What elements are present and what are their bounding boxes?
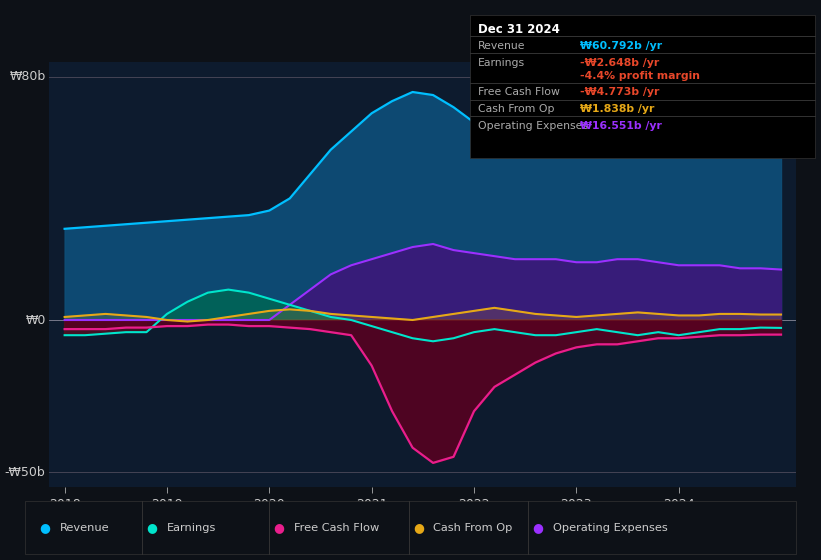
Text: Cash From Op: Cash From Op — [433, 523, 513, 533]
Text: -₩2.648b /yr: -₩2.648b /yr — [580, 58, 660, 68]
Text: ₩80b: ₩80b — [9, 71, 45, 83]
Text: Operating Expenses: Operating Expenses — [553, 523, 667, 533]
Text: ●: ● — [532, 521, 544, 534]
Text: ₩1.838b /yr: ₩1.838b /yr — [580, 104, 655, 114]
Text: ●: ● — [273, 521, 285, 534]
Text: Revenue: Revenue — [478, 41, 525, 51]
Text: Operating Expenses: Operating Expenses — [478, 121, 588, 131]
Text: ●: ● — [413, 521, 424, 534]
Text: Cash From Op: Cash From Op — [478, 104, 554, 114]
Text: ●: ● — [146, 521, 158, 534]
Text: Dec 31 2024: Dec 31 2024 — [478, 22, 560, 36]
Text: Earnings: Earnings — [478, 58, 525, 68]
Text: ₩60.792b /yr: ₩60.792b /yr — [580, 41, 663, 51]
Text: Free Cash Flow: Free Cash Flow — [478, 87, 560, 97]
Text: ₩16.551b /yr: ₩16.551b /yr — [580, 121, 663, 131]
Text: ●: ● — [39, 521, 51, 534]
Text: -₩50b: -₩50b — [5, 465, 45, 478]
Text: Revenue: Revenue — [60, 523, 109, 533]
Text: -4.4% profit margin: -4.4% profit margin — [580, 71, 700, 81]
Text: Earnings: Earnings — [167, 523, 216, 533]
Text: Free Cash Flow: Free Cash Flow — [294, 523, 379, 533]
Text: ₩0: ₩0 — [25, 314, 45, 326]
Text: -₩4.773b /yr: -₩4.773b /yr — [580, 87, 660, 97]
